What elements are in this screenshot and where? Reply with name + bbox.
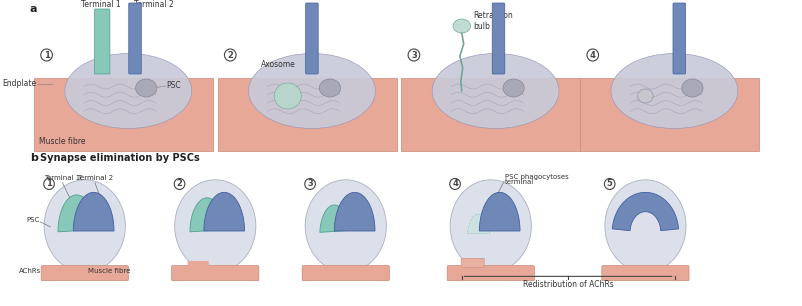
Text: Terminal 2: Terminal 2 <box>134 0 174 9</box>
Text: 3: 3 <box>307 179 313 188</box>
Text: Terminal 2: Terminal 2 <box>77 175 113 181</box>
FancyBboxPatch shape <box>172 266 258 281</box>
Text: 4: 4 <box>452 179 457 188</box>
Ellipse shape <box>681 79 703 97</box>
Text: Endplate: Endplate <box>2 79 36 88</box>
Text: 4: 4 <box>589 50 595 59</box>
Circle shape <box>407 49 419 61</box>
Circle shape <box>586 49 597 61</box>
FancyBboxPatch shape <box>188 261 209 271</box>
Ellipse shape <box>305 180 386 272</box>
Ellipse shape <box>319 79 340 97</box>
Text: Retraction
bulb: Retraction bulb <box>472 11 512 31</box>
Ellipse shape <box>274 83 301 109</box>
Polygon shape <box>58 195 95 232</box>
Ellipse shape <box>450 180 531 272</box>
Circle shape <box>43 178 55 189</box>
Polygon shape <box>73 192 114 231</box>
Text: 1: 1 <box>46 179 52 188</box>
Circle shape <box>174 178 184 189</box>
FancyBboxPatch shape <box>672 3 685 74</box>
Ellipse shape <box>452 19 470 33</box>
Ellipse shape <box>502 79 524 97</box>
Polygon shape <box>204 192 244 231</box>
FancyBboxPatch shape <box>492 3 504 74</box>
FancyBboxPatch shape <box>217 78 396 151</box>
Polygon shape <box>190 198 224 232</box>
FancyBboxPatch shape <box>601 266 688 281</box>
Circle shape <box>449 178 460 189</box>
Polygon shape <box>334 192 375 231</box>
Ellipse shape <box>637 89 652 103</box>
Circle shape <box>41 49 52 61</box>
Ellipse shape <box>44 180 125 272</box>
FancyBboxPatch shape <box>41 266 128 281</box>
FancyBboxPatch shape <box>95 9 110 74</box>
Text: Redistribution of AChRs: Redistribution of AChRs <box>522 280 613 289</box>
Polygon shape <box>319 205 348 232</box>
Ellipse shape <box>604 180 685 272</box>
FancyBboxPatch shape <box>128 3 141 74</box>
Text: 2: 2 <box>227 50 233 59</box>
Ellipse shape <box>136 79 156 97</box>
Text: Synapse elimination by PSCs: Synapse elimination by PSCs <box>40 153 200 163</box>
Text: 1: 1 <box>43 50 50 59</box>
Text: 2: 2 <box>176 179 182 188</box>
Ellipse shape <box>65 54 192 129</box>
FancyBboxPatch shape <box>447 266 533 281</box>
Circle shape <box>304 178 315 189</box>
FancyBboxPatch shape <box>306 3 318 74</box>
Text: PSC: PSC <box>26 218 39 223</box>
Ellipse shape <box>175 180 256 272</box>
FancyBboxPatch shape <box>302 266 389 281</box>
Ellipse shape <box>431 54 558 129</box>
FancyBboxPatch shape <box>401 78 580 151</box>
Ellipse shape <box>610 54 737 129</box>
Text: Muscle fibre: Muscle fibre <box>38 137 85 146</box>
Circle shape <box>604 178 614 189</box>
Text: a: a <box>30 4 37 14</box>
Text: b: b <box>30 153 38 163</box>
Text: Axosome: Axosome <box>261 60 295 69</box>
Polygon shape <box>479 192 520 231</box>
Polygon shape <box>612 192 678 231</box>
FancyBboxPatch shape <box>34 78 213 151</box>
Text: terminal: terminal <box>504 179 533 185</box>
Text: PSC phagocytoses: PSC phagocytoses <box>504 174 568 180</box>
Text: Terminal 1: Terminal 1 <box>44 175 80 181</box>
Polygon shape <box>467 214 489 234</box>
FancyBboxPatch shape <box>580 78 758 151</box>
Text: AChRs: AChRs <box>18 268 41 274</box>
FancyBboxPatch shape <box>460 258 484 267</box>
Text: Terminal 1: Terminal 1 <box>81 0 121 9</box>
Text: 5: 5 <box>606 179 612 188</box>
Circle shape <box>225 49 236 61</box>
Ellipse shape <box>248 54 375 129</box>
Text: PSC: PSC <box>166 80 180 89</box>
Text: 3: 3 <box>411 50 416 59</box>
Text: Muscle fibre: Muscle fibre <box>88 268 130 274</box>
